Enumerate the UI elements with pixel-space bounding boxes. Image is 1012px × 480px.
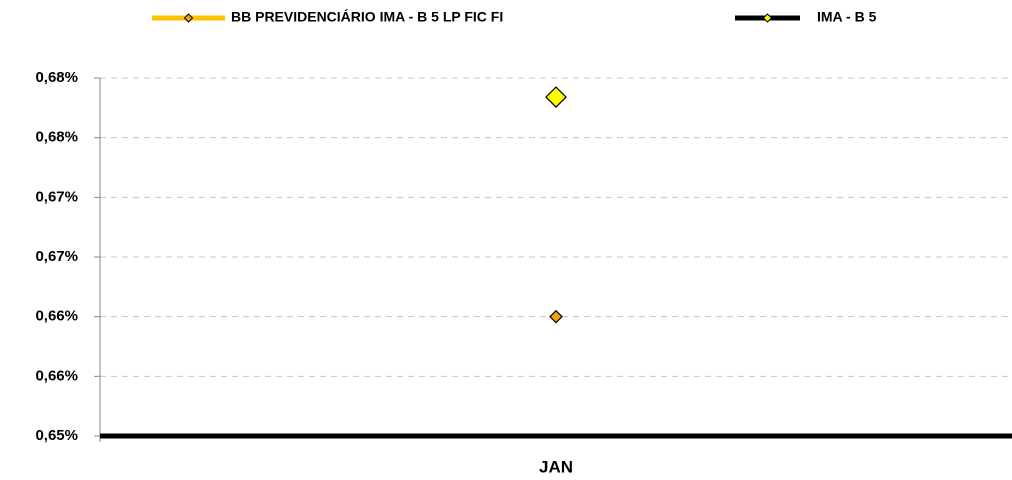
y-tick-label: 0,66% xyxy=(35,367,78,384)
legend-marker xyxy=(762,13,773,23)
data-point xyxy=(549,309,563,324)
y-tick-label: 0,67% xyxy=(35,248,78,265)
legend-marker xyxy=(183,13,194,23)
y-tick-label: 0,67% xyxy=(35,188,78,205)
x-tick-label: JAN xyxy=(539,457,573,476)
legend-label: IMA - B 5 xyxy=(817,9,877,25)
y-tick-label: 0,68% xyxy=(35,129,78,146)
y-tick-label: 0,65% xyxy=(35,427,78,444)
legend-label: BB PREVIDENCIÁRIO IMA - B 5 LP FIC FI xyxy=(231,9,503,25)
data-point xyxy=(545,86,567,108)
y-tick-label: 0,66% xyxy=(35,308,78,325)
y-tick-label: 0,68% xyxy=(35,69,78,86)
